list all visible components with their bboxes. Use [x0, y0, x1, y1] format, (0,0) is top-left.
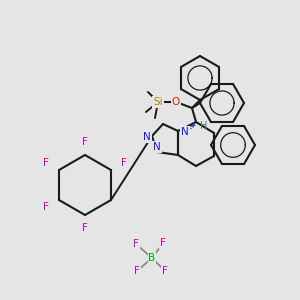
- Text: F: F: [162, 266, 168, 276]
- Text: N: N: [181, 127, 189, 137]
- Text: F: F: [43, 202, 49, 212]
- Text: F: F: [160, 238, 166, 248]
- Text: N: N: [143, 132, 151, 142]
- Text: F: F: [82, 223, 88, 233]
- Text: O: O: [172, 97, 180, 107]
- Text: F: F: [82, 137, 88, 147]
- Text: F: F: [134, 266, 140, 276]
- Text: F: F: [162, 266, 168, 276]
- Text: H: H: [200, 121, 208, 131]
- Text: N: N: [153, 142, 161, 152]
- Text: F: F: [160, 238, 166, 248]
- Text: F: F: [43, 158, 49, 169]
- Text: +: +: [189, 122, 195, 130]
- Text: B: B: [148, 253, 156, 263]
- Text: Si: Si: [153, 97, 163, 107]
- Text: B: B: [148, 253, 156, 263]
- Text: F: F: [133, 239, 139, 249]
- Text: F: F: [121, 158, 127, 169]
- Text: F: F: [133, 239, 139, 249]
- Text: F: F: [134, 266, 140, 276]
